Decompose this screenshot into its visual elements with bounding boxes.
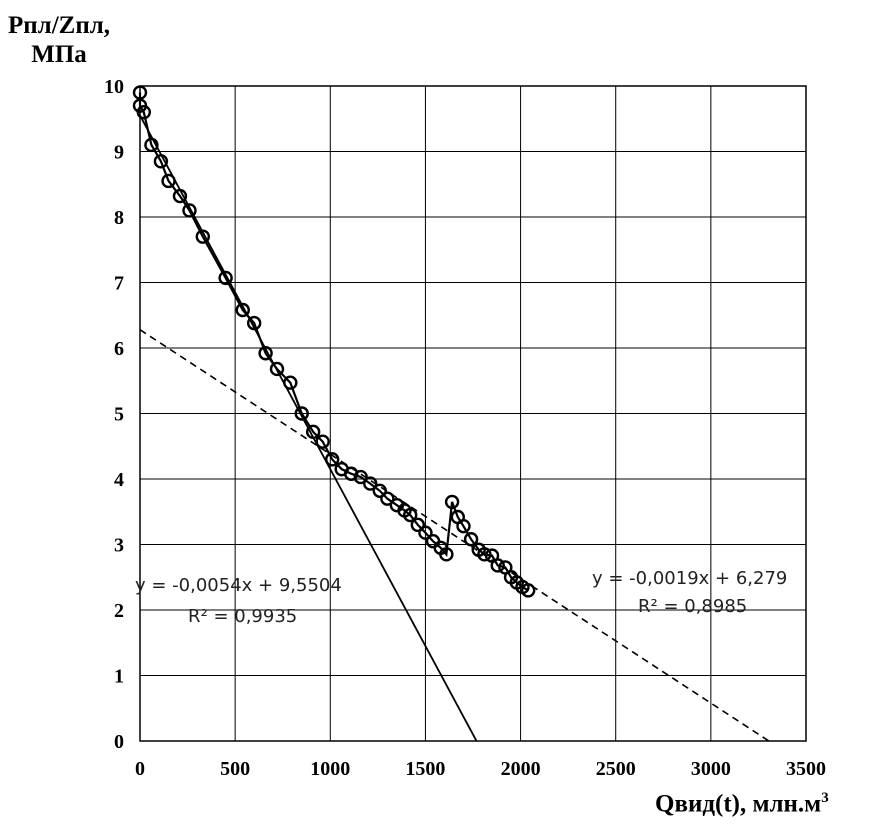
series-line xyxy=(138,92,529,592)
data-point xyxy=(195,229,210,244)
data-point xyxy=(283,375,298,390)
x-tick-label: 2500 xyxy=(596,758,636,780)
data-point xyxy=(463,532,479,547)
trendlines xyxy=(139,115,770,742)
trend-r-squared: R² = 0,8985 xyxy=(638,596,747,617)
data-point xyxy=(456,518,471,534)
y-tick-label: 10 xyxy=(104,76,124,98)
data-point xyxy=(153,154,169,169)
y-tick-label: 7 xyxy=(114,273,124,295)
data-point xyxy=(246,315,262,331)
data-point xyxy=(305,424,321,440)
x-axis-title-text: Qвид(t), млн.м xyxy=(655,790,822,818)
y-tick-label: 8 xyxy=(114,207,124,229)
data-point xyxy=(444,494,460,510)
x-axis-title: Qвид(t), млн.м3 xyxy=(655,790,829,819)
data-point xyxy=(520,583,536,598)
x-tick-label: 1500 xyxy=(405,758,445,780)
data-series xyxy=(132,85,536,598)
x-tick-label: 3000 xyxy=(691,758,731,780)
x-axis-title-sup: 3 xyxy=(821,790,829,806)
y-axis-title-line2: МПа xyxy=(31,40,87,68)
data-point xyxy=(161,173,176,189)
x-tick-label: 2000 xyxy=(501,758,541,780)
y-tick-label: 0 xyxy=(114,731,124,753)
data-point xyxy=(258,346,273,361)
x-tick-label: 0 xyxy=(135,758,145,780)
data-point xyxy=(418,525,433,540)
data-point xyxy=(372,483,387,498)
y-tick-label: 2 xyxy=(114,600,124,622)
y-axis-title: Рпл/Zпл, МПа xyxy=(8,12,110,70)
y-tick-label: 4 xyxy=(114,469,124,491)
data-point xyxy=(269,361,285,377)
data-point xyxy=(182,203,197,218)
trend-r-squared: R² = 0,9935 xyxy=(188,606,297,627)
x-tick-label: 1000 xyxy=(310,758,350,780)
grid xyxy=(139,85,807,742)
data-point xyxy=(380,491,395,506)
data-point xyxy=(235,302,250,318)
y-axis-title-line1: Рпл/Zпл, xyxy=(8,12,111,39)
trend-equation: y = -0,0019x + 6,279 xyxy=(592,568,787,589)
tick-labels: 0 500 1000 1500 2000 2500 3000 3500 0 1 2 3 4 5 6 7 8 9 10 xyxy=(104,76,826,780)
data-point xyxy=(144,137,159,153)
data-point xyxy=(136,104,152,120)
y-tick-label: 6 xyxy=(114,338,124,360)
data-point xyxy=(172,188,188,204)
trendline-dashed xyxy=(139,329,770,742)
trend-equation: y = -0,0054x + 9,5504 xyxy=(135,575,342,596)
data-point xyxy=(439,547,454,562)
y-tick-label: 9 xyxy=(114,142,124,164)
data-point xyxy=(324,452,340,467)
data-point xyxy=(363,476,378,491)
data-point xyxy=(490,558,505,573)
data-point xyxy=(353,469,368,485)
data-point xyxy=(477,547,492,562)
data-point xyxy=(410,517,426,533)
data-point xyxy=(294,406,309,421)
x-tick-label: 3500 xyxy=(786,758,826,780)
y-tick-label: 1 xyxy=(114,666,124,688)
x-tick-label: 500 xyxy=(220,758,250,780)
data-point xyxy=(403,507,418,523)
trend-equations: y = -0,0054x + 9,5504 R² = 0,9935 y = -0,0… xyxy=(135,568,787,627)
data-point xyxy=(315,434,330,449)
data-point xyxy=(218,270,233,286)
plot-frame xyxy=(139,85,807,742)
y-tick-label: 5 xyxy=(114,404,124,426)
y-tick-label: 3 xyxy=(114,535,124,557)
